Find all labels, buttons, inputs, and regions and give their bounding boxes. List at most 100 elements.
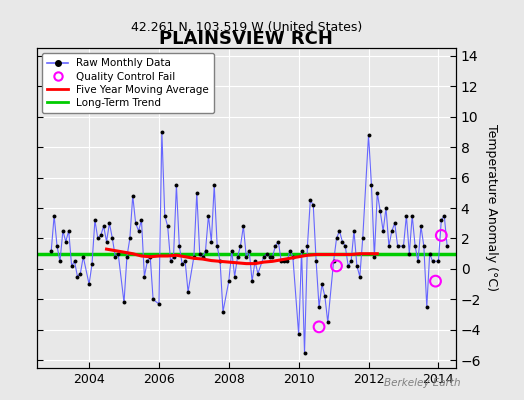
Point	[100, 223, 108, 230]
Point	[429, 258, 437, 264]
Point	[382, 205, 390, 211]
Point	[315, 304, 323, 310]
Point	[210, 182, 219, 188]
Point	[405, 250, 413, 257]
Point	[437, 232, 445, 239]
Point	[417, 223, 425, 230]
Point	[56, 258, 64, 264]
Point	[385, 243, 393, 249]
Point	[178, 261, 187, 268]
Point	[268, 254, 277, 260]
Point	[140, 273, 149, 280]
Point	[367, 182, 376, 188]
Point	[207, 238, 215, 245]
Legend: Raw Monthly Data, Quality Control Fail, Five Year Moving Average, Long-Term Tren: Raw Monthly Data, Quality Control Fail, …	[42, 53, 214, 113]
Point	[137, 217, 146, 223]
Point	[300, 350, 309, 356]
Point	[274, 238, 282, 245]
Point	[431, 278, 440, 284]
Point	[263, 250, 271, 257]
Point	[330, 258, 338, 264]
Point	[399, 243, 408, 249]
Point	[155, 301, 163, 307]
Point	[294, 331, 303, 338]
Point	[85, 281, 93, 287]
Point	[402, 212, 411, 219]
Point	[379, 228, 387, 234]
Point	[324, 319, 332, 326]
Point	[163, 223, 172, 230]
Point	[111, 254, 119, 260]
Point	[96, 232, 105, 239]
Point	[356, 273, 364, 280]
Point	[344, 263, 352, 269]
Point	[338, 238, 346, 245]
Point	[68, 263, 76, 269]
Point	[134, 228, 143, 234]
Text: Berkeley Earth: Berkeley Earth	[385, 378, 461, 388]
Point	[175, 243, 183, 249]
Title: PLAINSVIEW RCH: PLAINSVIEW RCH	[159, 30, 333, 48]
Point	[251, 258, 259, 264]
Point	[70, 258, 79, 264]
Point	[332, 263, 341, 269]
Point	[62, 238, 70, 245]
Point	[169, 254, 178, 260]
Point	[88, 261, 96, 268]
Point	[373, 190, 381, 196]
Point	[353, 263, 361, 269]
Point	[414, 258, 422, 264]
Point	[335, 228, 344, 234]
Y-axis label: Temperature Anomaly (°C): Temperature Anomaly (°C)	[485, 124, 498, 292]
Point	[332, 235, 341, 242]
Point	[190, 254, 198, 260]
Point	[309, 202, 318, 208]
Point	[259, 254, 268, 260]
Point	[358, 235, 367, 242]
Point	[123, 254, 131, 260]
Point	[315, 324, 323, 330]
Point	[440, 212, 449, 219]
Point	[64, 228, 73, 234]
Text: 42.261 N, 103.519 W (United States): 42.261 N, 103.519 W (United States)	[130, 20, 362, 34]
Point	[425, 250, 434, 257]
Point	[59, 228, 67, 234]
Point	[420, 243, 428, 249]
Point	[128, 193, 137, 199]
Point	[216, 258, 224, 264]
Point	[298, 248, 306, 254]
Point	[434, 258, 443, 264]
Point	[158, 129, 166, 135]
Point	[394, 243, 402, 249]
Point	[105, 220, 114, 226]
Point	[347, 258, 355, 264]
Point	[132, 220, 140, 226]
Point	[146, 254, 155, 260]
Point	[199, 254, 207, 260]
Point	[411, 243, 419, 249]
Point	[227, 248, 236, 254]
Point	[219, 308, 227, 315]
Point	[160, 212, 169, 219]
Point	[364, 132, 373, 138]
Point	[167, 258, 175, 264]
Point	[437, 217, 445, 223]
Point	[53, 243, 61, 249]
Point	[286, 248, 294, 254]
Point	[248, 278, 256, 284]
Point	[50, 212, 58, 219]
Point	[245, 248, 254, 254]
Point	[213, 243, 221, 249]
Point	[388, 228, 396, 234]
Point	[204, 212, 213, 219]
Point	[443, 243, 451, 249]
Point	[172, 182, 181, 188]
Point	[120, 299, 128, 306]
Point	[341, 243, 350, 249]
Point	[321, 293, 329, 300]
Point	[193, 190, 201, 196]
Point	[271, 243, 280, 249]
Point	[283, 258, 291, 264]
Point	[149, 296, 157, 303]
Point	[370, 254, 378, 260]
